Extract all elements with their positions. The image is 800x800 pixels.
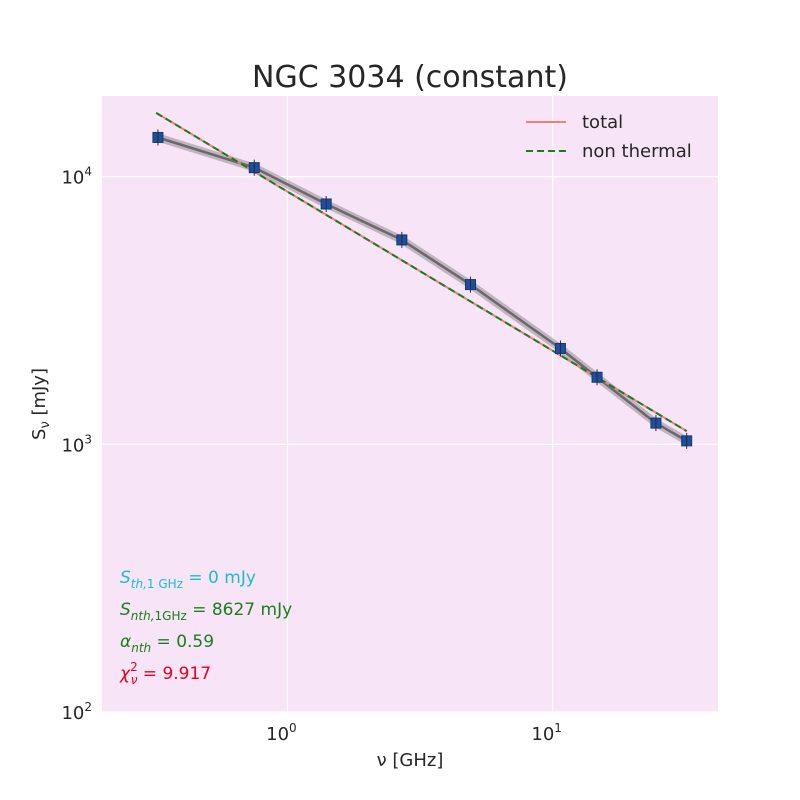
grid-lines xyxy=(102,96,718,713)
y-tick-label: 102 xyxy=(61,700,92,724)
x-tick-label: 101 xyxy=(531,721,562,745)
annotation-line: χ2 ν = 9.917 xyxy=(119,660,211,687)
legend-label: total xyxy=(582,112,623,133)
x-axis-label: ν [GHz] xyxy=(377,750,444,771)
annotation-line: Sth,1 GHz = 0 mJy xyxy=(120,568,256,591)
y-tick-label: 104 xyxy=(61,165,92,189)
legend-label: non thermal xyxy=(582,141,692,162)
tick-labels: 100 101 102 103 104 xyxy=(61,165,561,745)
y-tick-label: 103 xyxy=(61,432,92,456)
y-axis-label: Sν [mJy] xyxy=(29,368,53,440)
plot-area xyxy=(102,96,718,712)
data-markers xyxy=(152,129,693,449)
annotation-line: αnth = 0.59 xyxy=(120,632,214,655)
chart-title: NGC 3034 (constant) xyxy=(252,60,568,95)
fit-annotations: Sth,1 GHz = 0 mJy Snth,1GHz = 8627 mJy αnt… xyxy=(119,568,292,687)
series-line-non-thermal xyxy=(155,112,688,432)
legend: total non thermal xyxy=(526,112,692,162)
annotation-line: Snth,1GHz = 8627 mJy xyxy=(120,600,292,623)
x-tick-label: 100 xyxy=(266,721,297,745)
